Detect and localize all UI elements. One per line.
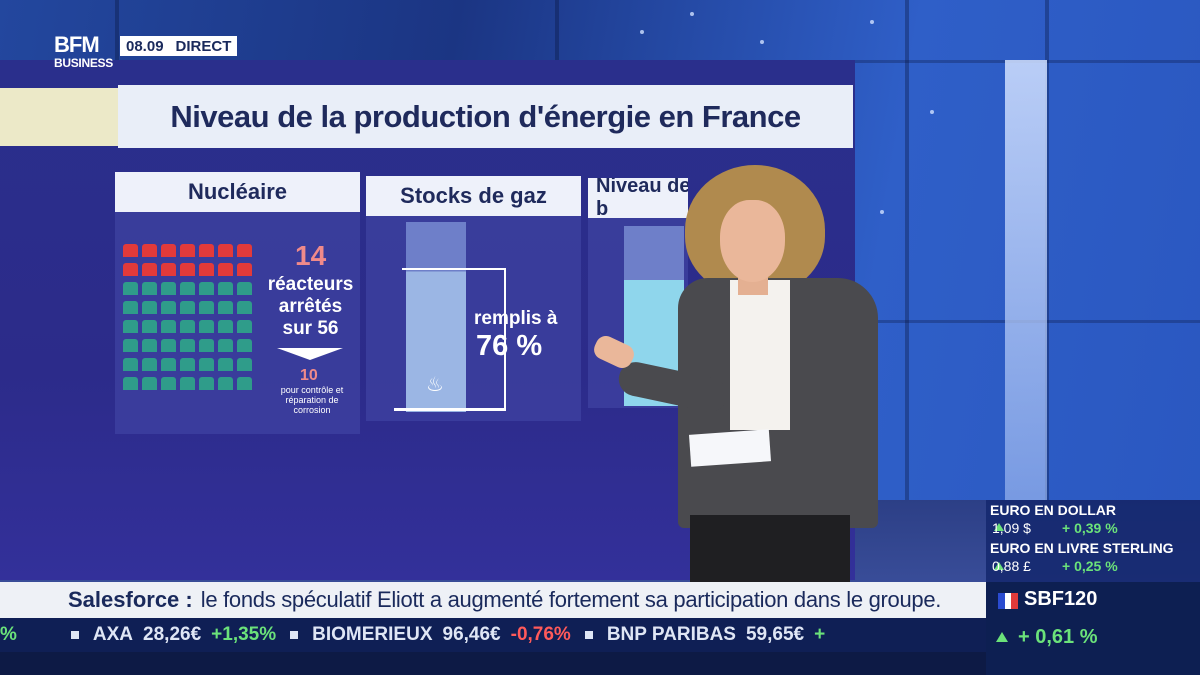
card-nuclear: Nucléaire 14 réacteurs arrêtés sur 56 10… — [115, 172, 360, 434]
stock-ticker: % AXA 28,26€ +1,35% BIOMERIEUX 96,46€ -0… — [0, 618, 986, 652]
gas-tank-gauge — [406, 222, 466, 412]
reactors-corrosion-note: pour contrôle et réparation de corrosion — [280, 385, 344, 415]
gas-fill-value: 76 % — [476, 330, 543, 362]
trend-up-icon — [994, 523, 1004, 531]
ticker-item: AXA 28,26€ +1,35% — [92, 624, 277, 645]
graphic-title: Niveau de la production d'énergie en Fra… — [170, 98, 801, 134]
fx-change-eurusd: + 0,39 % — [1062, 520, 1118, 536]
french-flag-icon — [998, 593, 1019, 609]
fx-change-eurgbp: + 0,25 % — [1062, 558, 1118, 574]
presenter — [590, 160, 890, 595]
trend-up-icon — [996, 632, 1008, 642]
news-headline-band: Salesforce : le fonds spéculatif Eliott … — [0, 582, 986, 618]
ticker-lead: % — [0, 624, 17, 645]
logo-sub: BUSINESS — [54, 56, 113, 70]
card-gas-heading: Stocks de gaz — [366, 176, 581, 216]
logo-main: BFM — [54, 32, 100, 57]
live-time-box: 08.09 DIRECT — [120, 36, 238, 56]
studio-light-bar — [1005, 60, 1047, 580]
bottom-strip — [0, 652, 986, 675]
channel-logo: BFM BUSINESS — [54, 32, 113, 71]
card-water-heading: Niveau des b — [588, 178, 688, 220]
headline-brand: Salesforce : — [68, 587, 193, 612]
card-nuclear-heading: Nucléaire — [115, 172, 360, 212]
trend-up-icon — [994, 562, 1004, 570]
clock-time: 08.09 — [126, 37, 164, 55]
fx-title-eurusd: EURO EN DOLLAR — [990, 502, 1116, 518]
currency-panel: EURO EN DOLLAR 1,09 $ + 0,39 % EURO EN L… — [986, 500, 1200, 582]
reactor-grid — [123, 244, 263, 396]
card-gas-stocks: Stocks de gaz ♨ remplis à 76 % — [366, 176, 581, 421]
fx-value-eurusd: 1,09 $ — [992, 520, 1031, 536]
reactors-stopped-count: 14 — [295, 240, 327, 271]
fx-title-eurgbp: EURO EN LIVRE STERLING — [990, 540, 1174, 556]
flame-icon: ♨ — [426, 374, 444, 396]
reactors-label-3: sur 56 — [282, 318, 339, 339]
index-panel — [986, 582, 1200, 675]
graphic-title-bar: Niveau de la production d'énergie en Fra… — [118, 85, 853, 148]
reactors-corrosion-count: 10 — [300, 367, 318, 384]
gas-label: remplis à — [474, 308, 558, 329]
gas-level-line — [402, 268, 506, 270]
reactors-label-2: arrêtés — [278, 296, 343, 317]
reactors-label-1: réacteurs — [267, 274, 354, 295]
arrow-down-icon — [277, 348, 343, 360]
headline-text: le fonds spéculatif Eliott a augmenté fo… — [200, 587, 942, 612]
title-accent-strip — [0, 88, 118, 146]
index-change: + 0,61 % — [1018, 626, 1098, 648]
live-label: DIRECT — [175, 37, 232, 55]
fx-value-eurgbp: 0,88 £ — [992, 558, 1031, 574]
index-name: SBF120 — [1024, 588, 1098, 610]
ticker-item: BIOMERIEUX 96,46€ -0,76% — [312, 624, 571, 645]
ticker-item: BNP PARIBAS 59,65€ + — [606, 624, 826, 645]
